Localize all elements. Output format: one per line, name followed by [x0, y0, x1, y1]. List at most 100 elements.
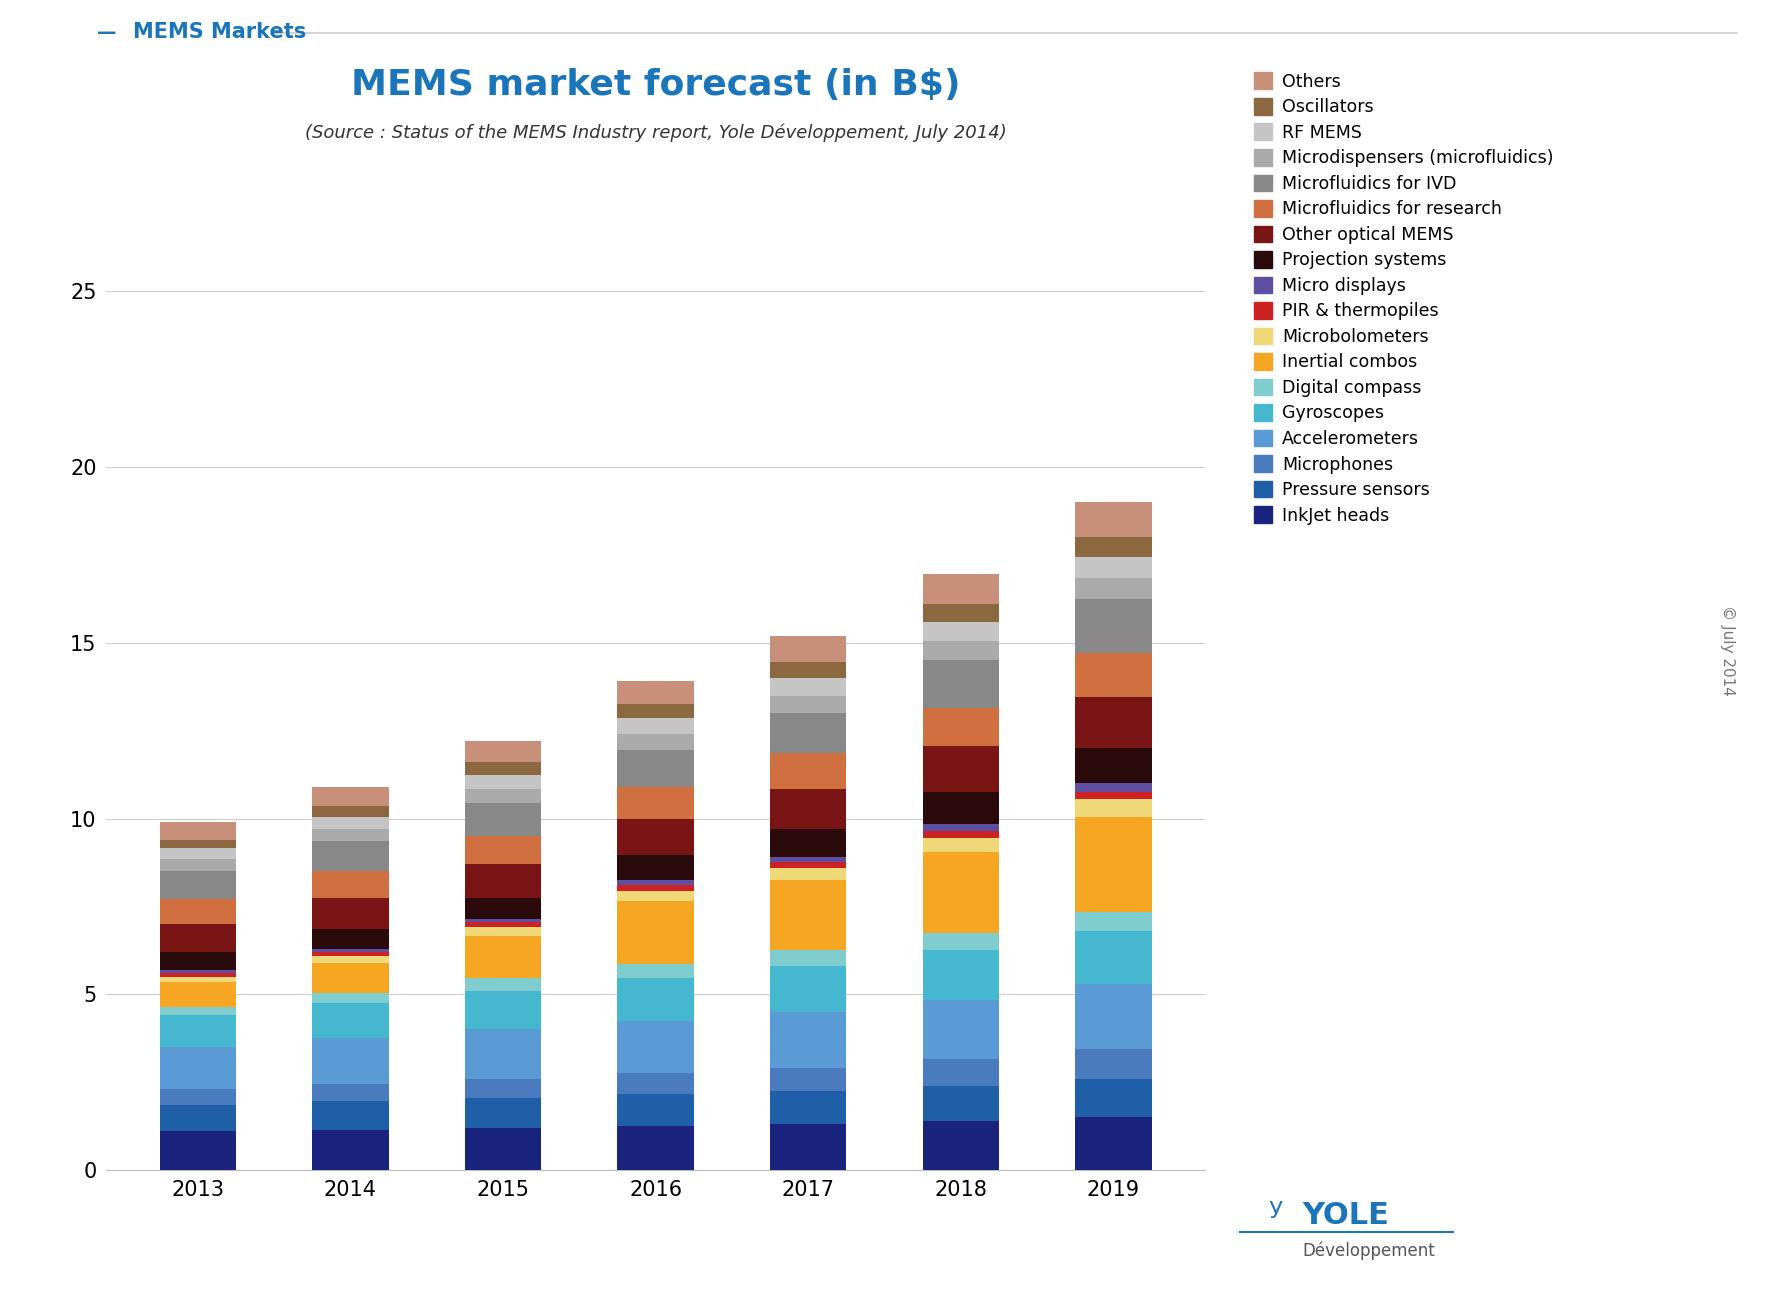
Bar [312, 949, 388, 952]
Bar [464, 922, 540, 927]
Bar [923, 746, 999, 792]
Bar [464, 864, 540, 897]
Bar [1076, 911, 1152, 931]
Text: ʸ: ʸ [1269, 1196, 1283, 1235]
Bar [771, 1091, 847, 1124]
Text: YOLE: YOLE [1302, 1201, 1389, 1230]
Bar [771, 1069, 847, 1091]
Bar [923, 838, 999, 852]
Bar [771, 867, 847, 880]
Bar [312, 1101, 388, 1130]
Bar [159, 1105, 236, 1131]
Bar [1076, 984, 1152, 1049]
Bar [771, 714, 847, 754]
Bar [159, 982, 236, 1006]
Bar [617, 885, 695, 891]
Bar [771, 950, 847, 966]
Bar [771, 636, 847, 662]
Bar [923, 824, 999, 831]
Bar [159, 1015, 236, 1046]
Bar [159, 1006, 236, 1015]
Bar [771, 696, 847, 714]
Bar [312, 1004, 388, 1039]
Bar [159, 859, 236, 871]
Bar [923, 1000, 999, 1060]
Bar [617, 965, 695, 979]
Text: MEMS Markets: MEMS Markets [133, 22, 307, 43]
Bar [312, 992, 388, 1004]
Text: —: — [97, 23, 117, 42]
Bar [312, 1039, 388, 1084]
Bar [312, 1130, 388, 1170]
Bar [464, 789, 540, 802]
Bar [771, 677, 847, 696]
Bar [771, 789, 847, 829]
Bar [617, 719, 695, 734]
Bar [464, 836, 540, 864]
Bar [464, 936, 540, 979]
Bar [617, 734, 695, 750]
Bar [464, 802, 540, 836]
Bar [159, 974, 236, 976]
Bar [617, 681, 695, 705]
Bar [312, 806, 388, 816]
Bar [923, 1086, 999, 1121]
Bar [312, 786, 388, 806]
Bar [923, 933, 999, 950]
Bar [1076, 816, 1152, 911]
Bar [464, 979, 540, 991]
Bar [923, 621, 999, 641]
Bar [312, 1084, 388, 1101]
Bar [159, 849, 236, 859]
Bar [771, 880, 847, 950]
Bar [923, 852, 999, 933]
Text: Développement: Développement [1302, 1242, 1435, 1260]
Bar [464, 1098, 540, 1128]
Bar [312, 956, 388, 962]
Bar [771, 857, 847, 862]
Bar [159, 952, 236, 970]
Bar [1076, 502, 1152, 537]
Bar [159, 970, 236, 974]
Bar [617, 1074, 695, 1095]
Bar [1076, 577, 1152, 599]
Bar [923, 792, 999, 824]
Bar [617, 880, 695, 885]
Bar [1076, 1049, 1152, 1079]
Text: © July 2014: © July 2014 [1721, 604, 1735, 696]
Bar [159, 1131, 236, 1170]
Bar [1076, 599, 1152, 654]
Bar [617, 750, 695, 786]
Bar [617, 1020, 695, 1074]
Bar [159, 840, 236, 849]
Bar [464, 741, 540, 762]
Bar [771, 829, 847, 857]
Bar [312, 871, 388, 897]
Bar [923, 641, 999, 660]
Bar [1076, 697, 1152, 749]
Bar [464, 927, 540, 936]
Bar [159, 900, 236, 924]
Bar [617, 891, 695, 901]
Bar [771, 662, 847, 677]
Bar [1076, 784, 1152, 792]
Bar [617, 979, 695, 1020]
Text: (Source : Status of the MEMS Industry report, Yole Développement, July 2014): (Source : Status of the MEMS Industry re… [305, 124, 1006, 142]
Bar [312, 897, 388, 929]
Bar [923, 575, 999, 604]
Bar [617, 1095, 695, 1126]
Bar [312, 841, 388, 871]
Bar [464, 762, 540, 775]
Bar [617, 901, 695, 965]
Bar [159, 1046, 236, 1089]
Bar [923, 660, 999, 707]
Bar [1076, 556, 1152, 577]
Bar [923, 1121, 999, 1170]
Bar [464, 991, 540, 1030]
Bar [923, 1060, 999, 1086]
Bar [1076, 749, 1152, 784]
Bar [464, 919, 540, 922]
Bar [1076, 931, 1152, 984]
Bar [159, 924, 236, 952]
Bar [771, 754, 847, 789]
